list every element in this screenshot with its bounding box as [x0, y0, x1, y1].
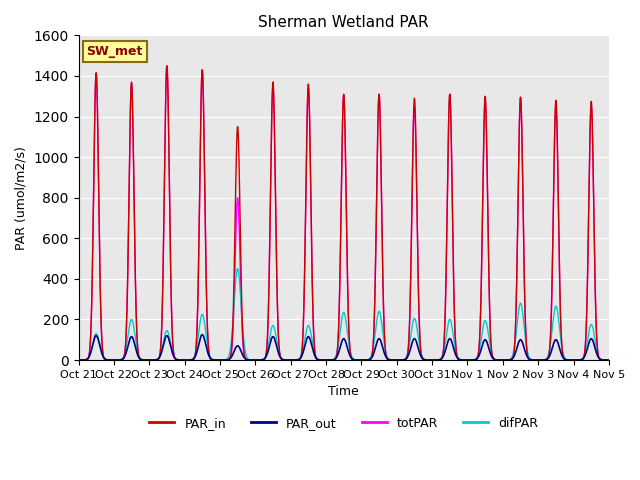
Title: Sherman Wetland PAR: Sherman Wetland PAR: [259, 15, 429, 30]
Text: SW_met: SW_met: [86, 45, 143, 58]
X-axis label: Time: Time: [328, 385, 359, 398]
Legend: PAR_in, PAR_out, totPAR, difPAR: PAR_in, PAR_out, totPAR, difPAR: [145, 412, 543, 435]
Y-axis label: PAR (umol/m2/s): PAR (umol/m2/s): [15, 146, 28, 250]
